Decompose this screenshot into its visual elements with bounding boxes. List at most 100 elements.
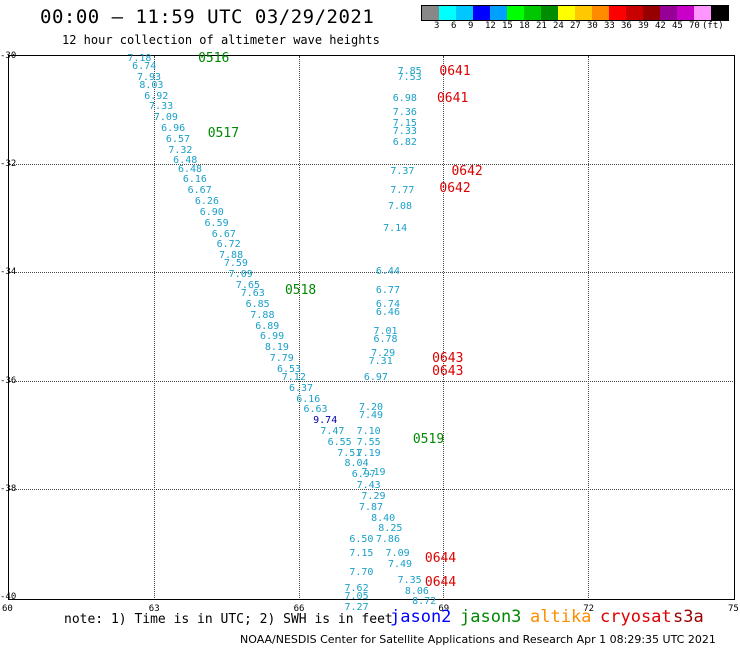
color-scale-label: 30 <box>587 21 598 31</box>
wave-height-value: 7.36 <box>392 106 417 118</box>
wave-height-value: 6.59 <box>204 217 229 229</box>
wave-height-value: 6.16 <box>182 174 207 186</box>
wave-height-value: 6.55 <box>327 436 352 448</box>
wave-height-value: 8.19 <box>264 342 289 354</box>
wave-height-value: 7.55 <box>356 436 381 448</box>
color-scale-label: 21 <box>536 21 547 31</box>
wave-height-value: 7.19 <box>356 447 381 459</box>
wave-height-value: 7.59 <box>223 258 248 270</box>
color-swatch <box>558 6 575 20</box>
wave-height-value: 6.46 <box>375 306 400 318</box>
wave-height-value: 6.44 <box>375 266 400 278</box>
color-swatch <box>592 6 609 20</box>
wave-height-value: 6.57 <box>165 133 191 145</box>
wave-height-value: 6.99 <box>260 331 285 343</box>
color-swatch <box>609 6 626 20</box>
page-subtitle: 12 hour collection of altimeter wave hei… <box>62 33 380 47</box>
grid-line-vertical <box>298 56 300 598</box>
color-scale-label: 45 <box>672 21 683 31</box>
wave-height-value: 7.53 <box>397 71 422 83</box>
wave-height-value: 6.98 <box>392 93 417 105</box>
wave-height-value: 6.90 <box>199 206 224 218</box>
x-axis-label: 66 <box>293 604 305 614</box>
wave-height-value: 7.33 <box>392 125 417 137</box>
wave-height-value: 7.31 <box>368 355 393 367</box>
wave-height-value: 7.10 <box>356 425 381 437</box>
wave-height-value: 7.08 <box>387 201 413 213</box>
wave-height-value: 7.12 <box>281 371 306 383</box>
color-swatch <box>507 6 524 20</box>
color-swatch <box>694 6 711 20</box>
y-axis-label: -40 <box>0 592 17 602</box>
wave-height-value: 6.26 <box>194 196 219 208</box>
wave-height-value: 6.48 <box>178 163 203 175</box>
pass-time-label: 0644 <box>424 575 457 591</box>
color-swatch <box>473 6 490 20</box>
grid-line-horizontal <box>9 488 733 490</box>
x-axis-label: 69 <box>438 604 450 614</box>
color-scale-label: 3 <box>434 21 440 31</box>
color-swatch <box>422 6 439 20</box>
wave-height-value: 7.93 <box>136 71 162 83</box>
footer-note: note: 1) Time is in UTC; 2) SWH is in fe… <box>64 612 393 627</box>
wave-height-value: 7.09 <box>385 547 410 559</box>
wave-height-value: 7.77 <box>390 185 415 197</box>
grid-line-horizontal <box>9 164 733 166</box>
wave-height-value: 7.14 <box>383 223 408 235</box>
wave-height-value: 7.88 <box>219 250 244 262</box>
pass-time-label: 0643 <box>432 350 464 366</box>
color-scale-label: 12 <box>485 21 496 31</box>
footer-credit: NOAA/NESDIS Center for Satellite Applica… <box>240 633 716 646</box>
wave-height-value: 7.79 <box>269 352 294 364</box>
color-swatch <box>456 6 473 20</box>
color-scale-label: (ft) <box>702 21 724 31</box>
wave-height-value: 7.09 <box>228 269 253 281</box>
pass-time-label: 0641 <box>439 64 471 80</box>
map-frame <box>8 55 735 600</box>
pass-time-label: 0641 <box>436 91 469 107</box>
x-axis-label: 72 <box>583 604 595 614</box>
wave-height-value: 7.88 <box>250 309 275 321</box>
wave-height-value: 6.97 <box>351 469 376 481</box>
wave-height-value: 7.65 <box>235 279 260 291</box>
wave-height-value: 7.19 <box>361 466 386 478</box>
satellite-legend-item: cryosat <box>600 607 672 627</box>
y-axis-label: -38 <box>0 483 17 494</box>
pass-time-label: 0642 <box>451 164 483 180</box>
wave-height-value: 7.29 <box>361 490 386 502</box>
wave-height-value: 6.77 <box>375 285 400 297</box>
wave-height-value: 6.96 <box>161 123 186 135</box>
color-swatch <box>490 6 507 20</box>
x-axis-label: 63 <box>148 604 160 614</box>
y-axis-label: -36 <box>0 375 17 386</box>
wave-height-value: 6.37 <box>289 382 314 394</box>
wave-height-value: 7.62 <box>344 582 369 594</box>
pass-time-label: 0519 <box>412 432 445 448</box>
wave-height-value: 8.25 <box>378 523 403 535</box>
wave-height-value: 7.86 <box>375 534 400 546</box>
wave-height-value: 6.82 <box>392 136 417 148</box>
color-scale-label: 24 <box>553 21 564 31</box>
color-scale-label: 70 <box>689 21 700 31</box>
wave-height-value: 7.87 <box>359 501 384 513</box>
wave-height-value: 6.53 <box>276 363 302 375</box>
grid-line-horizontal <box>9 380 733 382</box>
wave-height-value: 9.74 <box>313 415 338 427</box>
wave-height-value: 6.74 <box>132 60 157 72</box>
wave-height-value: 6.67 <box>211 228 236 240</box>
wave-height-value: 7.33 <box>149 101 174 113</box>
wave-height-value: 7.32 <box>168 144 193 156</box>
wave-height-value: 7.43 <box>356 480 381 492</box>
pass-time-label: 0516 <box>198 50 230 66</box>
pass-time-label: 0644 <box>424 551 457 567</box>
wave-height-value: 7.63 <box>240 288 265 300</box>
wave-height-value: 7.35 <box>397 574 422 586</box>
y-axis-label: -34 <box>0 267 17 278</box>
color-swatch <box>711 6 728 20</box>
color-swatch <box>626 6 643 20</box>
wave-height-value: 6.74 <box>375 298 400 310</box>
wave-height-value: 7.49 <box>387 558 413 570</box>
grid-line-vertical <box>443 56 445 598</box>
wave-height-value: 7.37 <box>390 166 415 178</box>
wave-height-value: 6.78 <box>373 334 398 346</box>
